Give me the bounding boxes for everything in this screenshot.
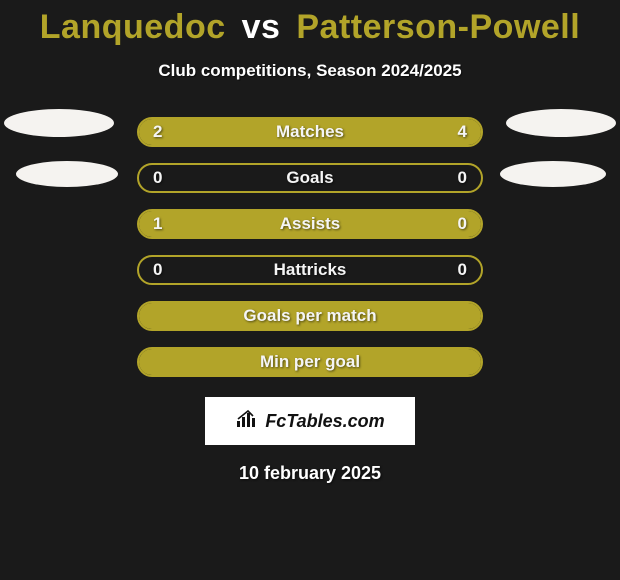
player2-name: Patterson-Powell: [296, 8, 580, 46]
stat-row: Hattricks0 0: [0, 247, 620, 293]
title-vs: vs: [242, 8, 281, 46]
subtitle: Club competitions, Season 2024/2025: [0, 61, 620, 81]
stat-row: Goals0 0: [0, 155, 620, 201]
stat-bar-track: Goals0 0: [137, 163, 483, 193]
date-label: 10 february 2025: [0, 463, 620, 484]
stat-value-left: 0: [153, 165, 162, 191]
infographic-container: Lanquedoc vs Patterson-Powell Club compe…: [0, 0, 620, 484]
stat-bar-left: [139, 119, 253, 145]
stat-value-left: 0: [153, 257, 162, 283]
stat-row: Min per goal: [0, 339, 620, 385]
brand-badge: FcTables.com: [205, 397, 415, 445]
stat-bar-left: [139, 303, 481, 329]
brand-chart-icon: [235, 409, 259, 434]
page-title: Lanquedoc vs Patterson-Powell: [0, 8, 620, 47]
stat-bar-left: [139, 211, 399, 237]
stat-bar-track: Goals per match: [137, 301, 483, 331]
stat-label: Hattricks: [139, 257, 481, 283]
stat-bar-left: [139, 349, 481, 375]
stat-row: Assists10: [0, 201, 620, 247]
stat-bar-track: Hattricks0 0: [137, 255, 483, 285]
stat-bar-track: Min per goal: [137, 347, 483, 377]
brand-text: FcTables.com: [265, 411, 384, 432]
stat-bar-track: Assists10: [137, 209, 483, 239]
stat-value-right: 0: [458, 165, 467, 191]
stat-value-right: 0: [458, 257, 467, 283]
stat-bar-track: Matches24: [137, 117, 483, 147]
stat-label: Goals: [139, 165, 481, 191]
stat-bar-right: [399, 211, 481, 237]
stat-row: Matches24: [0, 109, 620, 155]
player1-name: Lanquedoc: [40, 8, 226, 46]
comparison-chart: Matches24Goals00Assists10Hattricks00Goal…: [0, 109, 620, 385]
stat-row: Goals per match: [0, 293, 620, 339]
stat-bar-right: [253, 119, 481, 145]
